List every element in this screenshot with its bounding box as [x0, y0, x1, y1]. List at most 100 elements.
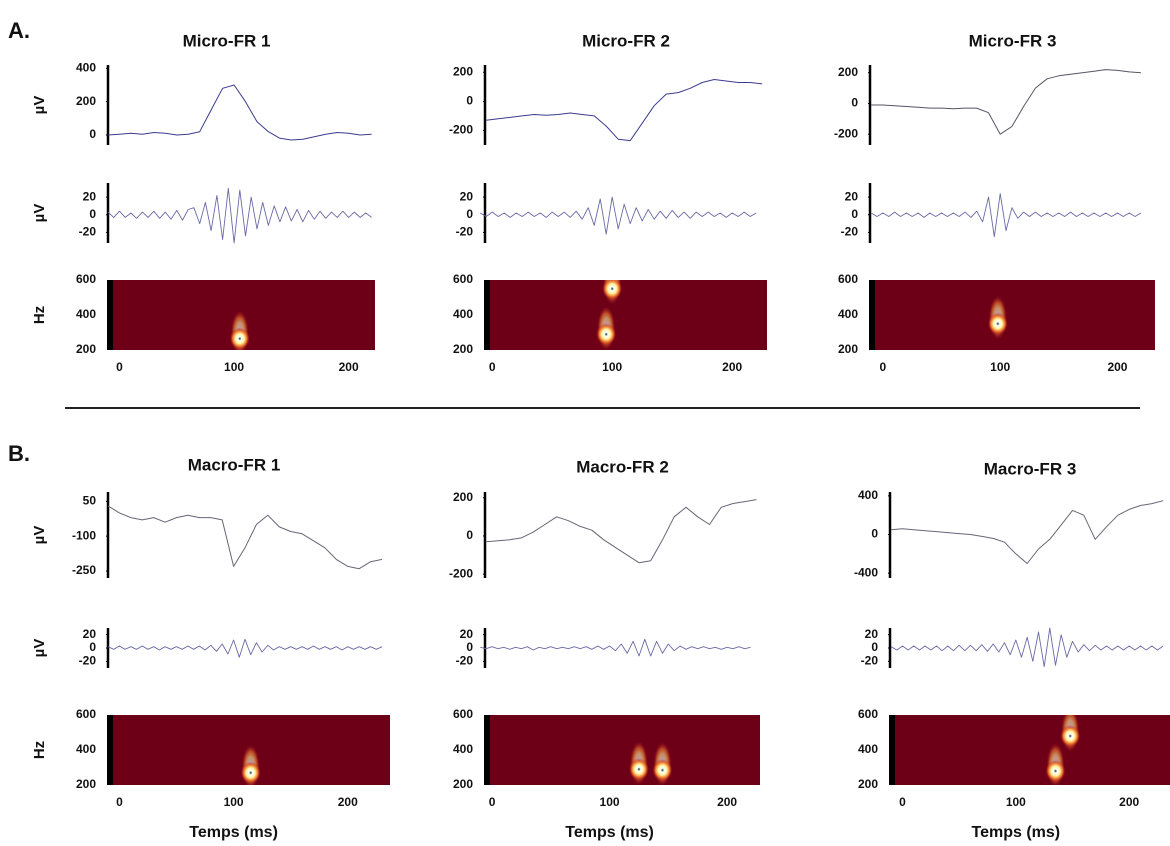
x-tick-label: 100	[224, 795, 244, 809]
panel-title: Micro-FR 2	[582, 31, 670, 50]
peak-core	[240, 761, 261, 784]
x-tick-label: 200	[338, 795, 358, 809]
spectrogram-axis	[484, 280, 490, 350]
peak-core	[229, 327, 250, 350]
signal-line	[107, 84, 372, 141]
y-tick-label: 20	[83, 627, 97, 641]
signal-line	[870, 193, 1142, 238]
spectrogram-axis	[484, 715, 490, 785]
y-tick-label: -200	[449, 123, 473, 137]
signal-line	[480, 638, 751, 657]
spectrogram-bg	[870, 280, 1155, 350]
spectral-peak	[987, 295, 1008, 340]
panel-title: Macro-FR 1	[188, 455, 281, 474]
spectrogram-bg	[485, 715, 760, 785]
row-label: Hz	[31, 306, 48, 324]
y-tick-label: 600	[858, 707, 878, 721]
spectral-peak	[628, 741, 649, 785]
y-tick-label: -200	[449, 566, 473, 580]
y-tick-label: 600	[453, 707, 473, 721]
panel-title: Macro-FR 3	[984, 459, 1077, 478]
signal-line	[890, 627, 1164, 668]
row-label: µV	[31, 204, 48, 223]
spectral-peak	[652, 742, 673, 785]
y-tick-label: -20	[841, 225, 859, 239]
y-tick-label: 0	[466, 94, 473, 108]
y-tick-label: 200	[453, 490, 473, 504]
y-tick-label: 600	[453, 272, 473, 286]
y-tick-label: 400	[76, 307, 96, 321]
panel-title: Macro-FR 2	[576, 457, 669, 476]
spectrogram-peaks	[229, 310, 250, 350]
spectral-peak	[602, 280, 623, 305]
spectrogram-axis	[889, 715, 895, 785]
y-tick-label: 0	[871, 527, 878, 541]
y-tick-label: 400	[858, 488, 878, 502]
y-tick-label: 400	[453, 307, 473, 321]
peak-core	[596, 323, 617, 346]
x-axis-label: Temps (ms)	[189, 824, 278, 841]
row-label: µV	[31, 526, 48, 545]
y-tick-label: 50	[83, 493, 97, 507]
spectrogram-peaks	[628, 741, 673, 785]
signal-line	[871, 69, 1141, 135]
y-tick-label: -400	[854, 565, 878, 579]
y-tick-label: -20	[79, 225, 97, 239]
y-tick-label: 20	[845, 189, 859, 203]
panel-title: Micro-FR 1	[183, 31, 271, 50]
y-tick-label: 600	[838, 272, 858, 286]
y-tick-label: 400	[76, 61, 96, 75]
x-tick-label: 100	[1006, 795, 1026, 809]
y-tick-label: 200	[453, 777, 473, 791]
x-tick-label: 200	[717, 795, 737, 809]
spectrogram-bg	[485, 280, 767, 350]
x-tick-label: 100	[224, 360, 244, 374]
spectral-peak	[1045, 743, 1066, 785]
x-tick-label: 200	[1119, 795, 1139, 809]
peak-core	[1045, 760, 1066, 782]
y-tick-label: 0	[851, 96, 858, 110]
y-tick-label: 0	[466, 640, 473, 654]
y-tick-label: 200	[76, 342, 96, 356]
y-tick-label: 0	[851, 207, 858, 221]
section-label: B.	[8, 441, 30, 466]
y-tick-label: 200	[76, 777, 96, 791]
y-tick-label: 0	[466, 207, 473, 221]
spectrogram-peaks	[987, 295, 1008, 340]
spectral-peak	[229, 310, 250, 350]
y-tick-label: 200	[76, 94, 96, 108]
y-tick-label: 200	[453, 64, 473, 78]
y-tick-label: 0	[871, 640, 878, 654]
spectrogram-peaks	[1045, 715, 1081, 785]
y-tick-label: -100	[72, 528, 96, 542]
x-tick-label: 0	[489, 360, 496, 374]
y-tick-label: -20	[79, 654, 97, 668]
peak-core	[602, 280, 623, 300]
y-tick-label: 200	[838, 342, 858, 356]
x-tick-label: 100	[600, 795, 620, 809]
y-tick-label: 20	[460, 627, 474, 641]
panel-title: Micro-FR 3	[969, 31, 1057, 50]
y-tick-label: 0	[89, 127, 96, 141]
spectrogram-axis	[107, 715, 113, 785]
signal-line	[486, 79, 763, 142]
y-tick-label: -200	[834, 126, 858, 140]
spectrogram-axis	[107, 280, 113, 350]
x-tick-label: 0	[899, 795, 906, 809]
y-tick-label: 200	[858, 777, 878, 791]
spectrogram-peaks	[240, 744, 261, 785]
signal-line	[479, 196, 757, 235]
y-tick-label: 20	[865, 627, 879, 641]
y-tick-label: 200	[453, 342, 473, 356]
x-tick-label: 100	[602, 360, 622, 374]
x-axis-label: Temps (ms)	[972, 824, 1061, 841]
row-label: µV	[31, 96, 48, 115]
y-tick-label: 200	[838, 65, 858, 79]
signal-line	[486, 499, 757, 564]
y-tick-label: 400	[76, 742, 96, 756]
y-tick-label: 600	[76, 272, 96, 286]
peak-core	[628, 758, 649, 781]
peak-core	[987, 312, 1008, 335]
signal-line	[107, 638, 383, 658]
